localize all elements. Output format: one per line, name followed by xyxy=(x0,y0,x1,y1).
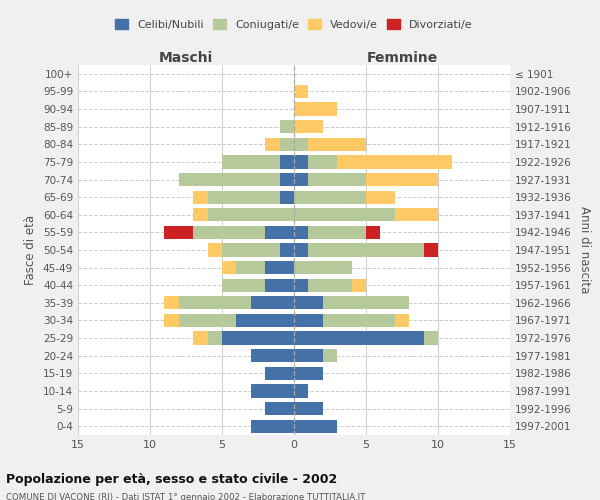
Text: Popolazione per età, sesso e stato civile - 2002: Popolazione per età, sesso e stato civil… xyxy=(6,472,337,486)
Bar xyxy=(222,278,265,292)
Bar xyxy=(265,366,294,380)
Bar xyxy=(193,226,265,239)
Bar xyxy=(294,296,323,310)
Bar xyxy=(251,420,294,433)
Bar xyxy=(294,278,308,292)
Bar xyxy=(352,278,366,292)
Legend: Celibi/Nubili, Coniugati/e, Vedovi/e, Divorziati/e: Celibi/Nubili, Coniugati/e, Vedovi/e, Di… xyxy=(115,19,473,30)
Bar xyxy=(294,402,323,415)
Bar xyxy=(251,349,294,362)
Bar xyxy=(294,190,366,204)
Bar xyxy=(308,156,337,168)
Bar xyxy=(208,244,222,256)
Bar xyxy=(208,190,280,204)
Bar xyxy=(193,190,208,204)
Bar xyxy=(294,261,352,274)
Text: COMUNE DI VACONE (RI) - Dati ISTAT 1° gennaio 2002 - Elaborazione TUTTITALIA.IT: COMUNE DI VACONE (RI) - Dati ISTAT 1° ge… xyxy=(6,492,365,500)
Bar xyxy=(366,190,395,204)
Bar xyxy=(294,138,308,151)
Bar xyxy=(222,156,280,168)
Bar xyxy=(294,349,323,362)
Bar xyxy=(424,332,438,344)
Bar xyxy=(294,208,395,222)
Bar xyxy=(208,332,222,344)
Bar xyxy=(294,366,323,380)
Y-axis label: Fasce di età: Fasce di età xyxy=(25,215,37,285)
Bar xyxy=(265,402,294,415)
Bar xyxy=(280,138,294,151)
Bar xyxy=(366,173,438,186)
Bar xyxy=(294,226,308,239)
Bar xyxy=(294,120,323,134)
Bar xyxy=(294,384,308,398)
Bar xyxy=(395,314,409,327)
Bar xyxy=(265,138,280,151)
Bar xyxy=(222,332,294,344)
Y-axis label: Anni di nascita: Anni di nascita xyxy=(578,206,591,294)
Bar xyxy=(308,138,366,151)
Bar xyxy=(294,314,323,327)
Bar xyxy=(208,208,294,222)
Bar xyxy=(164,314,179,327)
Bar xyxy=(294,332,424,344)
Bar xyxy=(294,102,337,116)
Bar xyxy=(294,420,337,433)
Bar xyxy=(265,226,294,239)
Bar xyxy=(280,190,294,204)
Text: Maschi: Maschi xyxy=(159,51,213,65)
Bar xyxy=(251,384,294,398)
Bar xyxy=(424,244,438,256)
Bar xyxy=(193,208,208,222)
Bar xyxy=(179,314,236,327)
Bar xyxy=(164,296,179,310)
Bar xyxy=(251,296,294,310)
Text: Femmine: Femmine xyxy=(367,51,437,65)
Bar xyxy=(179,296,251,310)
Bar xyxy=(164,226,193,239)
Bar xyxy=(323,314,395,327)
Bar xyxy=(236,261,265,274)
Bar xyxy=(294,85,308,98)
Bar xyxy=(280,120,294,134)
Bar xyxy=(366,226,380,239)
Bar xyxy=(179,173,280,186)
Bar xyxy=(323,296,409,310)
Bar xyxy=(337,156,452,168)
Bar xyxy=(236,314,294,327)
Bar xyxy=(323,349,337,362)
Bar xyxy=(308,173,366,186)
Bar xyxy=(395,208,438,222)
Bar xyxy=(308,244,424,256)
Bar xyxy=(294,173,308,186)
Bar xyxy=(265,278,294,292)
Bar xyxy=(308,226,366,239)
Bar xyxy=(308,278,352,292)
Bar xyxy=(222,244,280,256)
Bar xyxy=(294,156,308,168)
Bar xyxy=(222,261,236,274)
Bar xyxy=(280,173,294,186)
Bar xyxy=(280,244,294,256)
Bar xyxy=(193,332,208,344)
Bar xyxy=(294,244,308,256)
Bar xyxy=(265,261,294,274)
Bar xyxy=(280,156,294,168)
